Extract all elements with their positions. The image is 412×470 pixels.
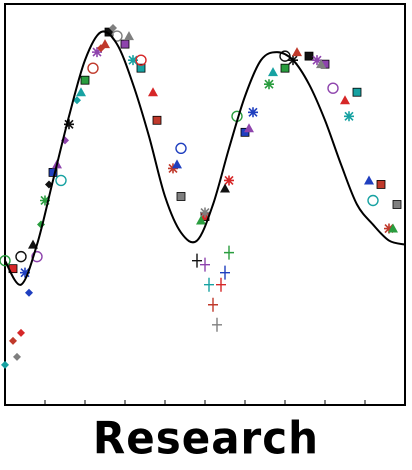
data-point — [384, 223, 394, 234]
data-point — [9, 336, 17, 345]
data-point — [135, 54, 147, 66]
data-point — [367, 194, 379, 207]
model-curve — [4, 30, 406, 286]
data-point — [168, 163, 178, 174]
data-point — [376, 180, 386, 189]
data-point — [109, 24, 117, 33]
data-point — [340, 95, 350, 105]
data-point — [192, 253, 202, 268]
data-point — [196, 215, 206, 225]
data-point — [279, 50, 291, 62]
data-point — [13, 352, 21, 361]
data-point — [224, 245, 234, 260]
data-point — [224, 175, 234, 186]
data-point — [80, 75, 90, 85]
data-point — [388, 223, 398, 233]
data-point — [364, 175, 374, 185]
data-point — [248, 107, 258, 118]
data-point — [220, 265, 230, 280]
data-point — [172, 159, 182, 169]
plot-frame — [4, 3, 406, 406]
data-point — [40, 195, 50, 206]
data-point — [212, 317, 222, 332]
data-point — [200, 257, 210, 272]
data-point — [1, 360, 9, 369]
data-point — [208, 297, 218, 312]
data-point — [87, 62, 99, 74]
data-point — [392, 200, 402, 209]
data-point — [304, 51, 314, 61]
axis-ticks — [44, 400, 366, 405]
data-point — [17, 328, 25, 337]
data-point — [15, 250, 27, 263]
data-points — [0, 24, 402, 369]
data-point — [316, 59, 326, 69]
data-point — [136, 63, 146, 73]
data-point — [148, 87, 158, 97]
data-point — [220, 183, 230, 193]
data-point — [64, 119, 74, 130]
caption: Research — [92, 412, 320, 465]
data-point — [97, 44, 105, 53]
data-point — [264, 79, 274, 90]
data-point — [244, 123, 254, 133]
data-point — [0, 254, 11, 267]
data-point — [268, 67, 278, 77]
data-point — [55, 174, 67, 187]
data-point — [280, 63, 290, 73]
data-point — [152, 115, 162, 125]
data-point — [124, 31, 134, 41]
data-point — [73, 96, 81, 105]
data-point — [20, 267, 30, 278]
chart-svg — [0, 3, 406, 406]
data-point — [200, 207, 210, 218]
data-point — [352, 87, 362, 97]
data-point — [76, 87, 86, 97]
data-point — [92, 47, 102, 58]
data-point — [25, 288, 33, 297]
data-point — [344, 111, 354, 122]
data-point — [31, 250, 43, 263]
data-point — [128, 55, 138, 66]
data-point — [120, 39, 130, 49]
data-point — [312, 55, 322, 66]
data-point — [327, 82, 339, 94]
data-point — [175, 142, 187, 155]
data-point — [176, 192, 186, 201]
data-point — [216, 277, 226, 292]
data-point — [240, 127, 250, 137]
data-point — [204, 277, 214, 292]
data-point — [292, 47, 302, 57]
